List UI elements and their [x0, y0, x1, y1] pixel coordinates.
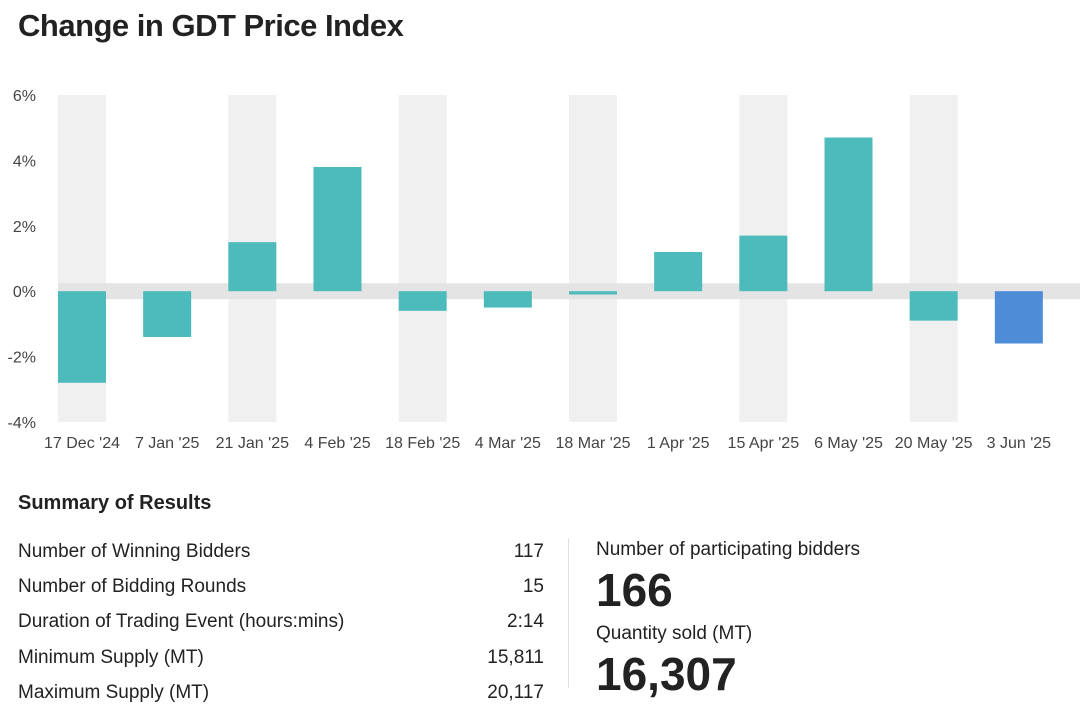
summary-row-winning-bidders: Number of Winning Bidders 117	[18, 534, 544, 569]
x-tick-label: 18 Mar '25	[555, 435, 630, 452]
summary-value: 20,117	[487, 681, 544, 703]
y-axis: -4% -2% 0% 2% 4% 6%	[8, 88, 36, 432]
summary-value: 2:14	[507, 611, 544, 633]
x-tick-label: 4 Feb '25	[304, 435, 370, 452]
x-tick-label: 17 Dec '24	[44, 435, 120, 452]
bar[interactable]	[909, 291, 958, 321]
bar[interactable]	[569, 291, 617, 295]
y-tick-label: -4%	[8, 415, 36, 432]
bar-series	[58, 137, 1043, 383]
y-tick-label: 4%	[13, 153, 36, 170]
x-tick-label: 18 Feb '25	[385, 435, 460, 452]
x-tick-label: 20 May '25	[895, 435, 973, 452]
bar[interactable]	[994, 291, 1043, 344]
x-tick-label: 1 Apr '25	[647, 435, 710, 452]
bar[interactable]	[313, 166, 362, 292]
summary-row-maximum-supply: Maximum Supply (MT) 20,117	[18, 675, 544, 710]
summary-row-duration: Duration of Trading Event (hours:mins) 2…	[18, 605, 544, 640]
summary-table: Number of Winning Bidders 117 Number of …	[18, 534, 544, 710]
x-tick-label: 4 Mar '25	[475, 435, 541, 452]
summary-label: Minimum Supply (MT)	[18, 646, 204, 668]
summary-heading: Summary of Results	[18, 492, 212, 514]
x-tick-label: 21 Jan '25	[216, 435, 289, 452]
quantity-sold-value: 16,307	[596, 648, 737, 700]
bar[interactable]	[398, 291, 447, 311]
summary-row-minimum-supply: Minimum Supply (MT) 15,811	[18, 640, 544, 675]
bar[interactable]	[739, 235, 788, 292]
y-tick-label: 0%	[13, 284, 36, 301]
bar[interactable]	[143, 291, 192, 337]
bar[interactable]	[654, 251, 703, 292]
gdt-price-index-chart: -4% -2% 0% 2% 4% 6% 17 Dec '24 7 Jan '25 21 Jan…	[8, 88, 1080, 452]
bar[interactable]	[824, 137, 873, 292]
y-tick-label: 2%	[13, 219, 36, 236]
summary-divider	[568, 538, 569, 688]
summary-label: Maximum Supply (MT)	[18, 681, 210, 703]
page-title: Change in GDT Price Index	[18, 8, 404, 43]
participating-bidders-value: 166	[596, 564, 673, 616]
x-tick-label: 3 Jun '25	[987, 435, 1052, 452]
column-band	[569, 95, 617, 422]
column-band	[398, 95, 447, 422]
stats-panel: Number of participating bidders 166 Quan…	[596, 536, 860, 704]
column-bands	[58, 95, 958, 422]
summary-label: Number of Bidding Rounds	[18, 575, 247, 597]
summary-row-bidding-rounds: Number of Bidding Rounds 15	[18, 569, 544, 604]
bar[interactable]	[228, 242, 277, 292]
y-tick-label: -2%	[8, 350, 36, 367]
bar[interactable]	[483, 291, 532, 308]
quantity-sold-label: Quantity sold (MT)	[596, 623, 753, 644]
participating-bidders-label: Number of participating bidders	[596, 539, 861, 560]
y-tick-label: 6%	[13, 88, 36, 105]
summary-label: Duration of Trading Event (hours:mins)	[18, 611, 345, 633]
summary-label: Number of Winning Bidders	[18, 540, 251, 562]
summary-value: 15	[522, 575, 544, 597]
column-band	[909, 95, 958, 422]
summary-value: 15,811	[487, 646, 544, 668]
x-tick-label: 7 Jan '25	[135, 435, 200, 452]
x-tick-label: 15 Apr '25	[728, 435, 800, 452]
summary-value: 117	[513, 540, 544, 562]
bar[interactable]	[58, 291, 106, 383]
x-tick-label: 6 May '25	[814, 435, 883, 452]
x-axis: 17 Dec '24 7 Jan '25 21 Jan '25 4 Feb '25 18…	[44, 435, 1051, 452]
